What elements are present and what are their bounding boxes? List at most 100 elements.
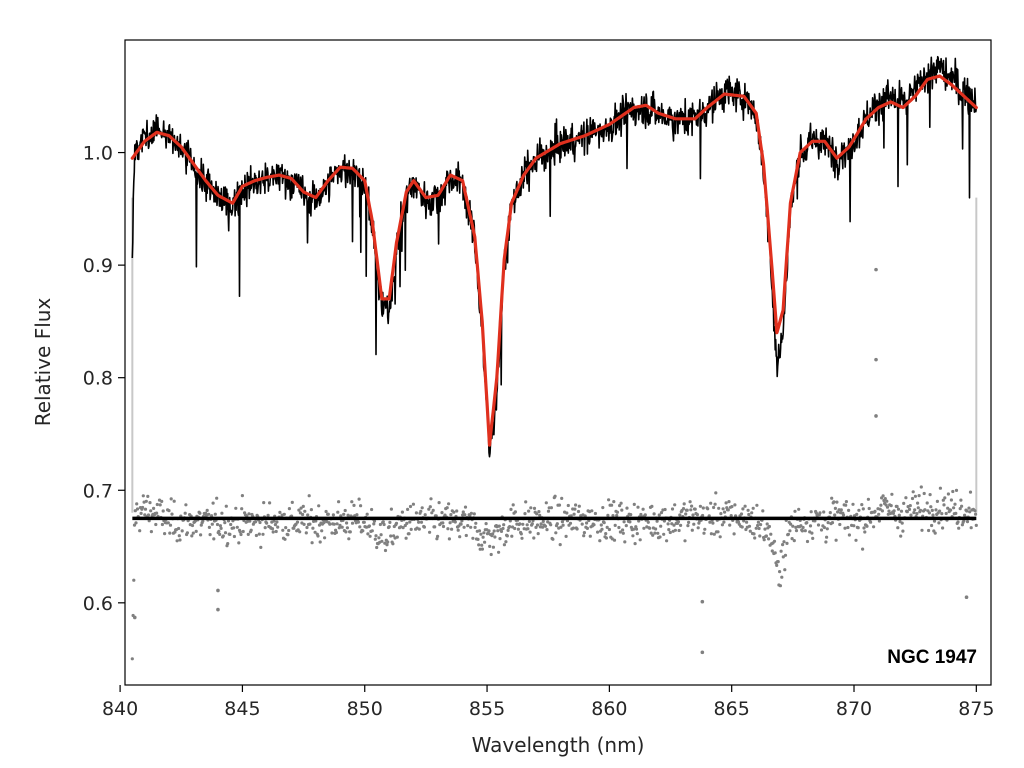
- residual-point: [476, 537, 480, 542]
- residual-point: [496, 529, 500, 533]
- residual-point: [378, 522, 382, 527]
- residual-point: [703, 527, 707, 531]
- residual-point: [549, 523, 553, 527]
- residual-point: [358, 525, 362, 529]
- residual-point: [275, 520, 279, 524]
- residual-point: [520, 536, 524, 540]
- residual-point: [773, 551, 777, 555]
- residual-point: [615, 510, 620, 514]
- residual-point: [370, 529, 374, 533]
- residual-point: [860, 503, 864, 507]
- residual-point: [681, 507, 686, 511]
- residual-point: [555, 522, 559, 526]
- residual-point: [663, 507, 667, 512]
- residual-point: [847, 533, 852, 537]
- y-tick-label: 1.0: [83, 143, 113, 165]
- residual-point: [585, 521, 589, 525]
- residual-point: [942, 503, 946, 507]
- x-tick-label: 860: [591, 698, 627, 720]
- residual-point: [846, 525, 850, 530]
- residual-point: [761, 509, 765, 513]
- residual-point: [880, 509, 885, 513]
- residual-point: [259, 545, 263, 550]
- residual-point: [709, 532, 714, 536]
- residual-point: [228, 532, 232, 537]
- residual-point: [320, 529, 324, 533]
- residual-point: [355, 513, 359, 517]
- residual-point: [619, 501, 623, 505]
- residual-point: [600, 527, 604, 531]
- residual-point: [623, 540, 627, 544]
- residual-point: [297, 508, 301, 512]
- residual-point: [654, 527, 658, 531]
- residual-point: [574, 503, 578, 507]
- residual-point: [935, 499, 940, 503]
- residual-point: [372, 522, 376, 526]
- residual-point: [617, 525, 621, 530]
- residual-point: [462, 525, 466, 529]
- residual-point: [469, 525, 473, 529]
- residual-point: [213, 512, 217, 516]
- residual-point: [234, 506, 238, 510]
- residual-point: [178, 538, 182, 542]
- residual-point: [684, 512, 688, 516]
- residual-point: [957, 526, 961, 530]
- residual-point: [549, 506, 554, 510]
- residual-point: [965, 509, 969, 513]
- residual-point: [863, 530, 867, 534]
- residual-point: [785, 541, 789, 546]
- residual-point: [306, 513, 310, 517]
- residual-point: [265, 521, 269, 525]
- residual-point: [492, 529, 496, 533]
- residual-point: [448, 521, 452, 525]
- residual-point: [927, 511, 932, 515]
- residual-point: [892, 509, 896, 513]
- residual-point: [610, 503, 614, 507]
- residual-point: [191, 531, 195, 535]
- residual-point: [604, 532, 608, 536]
- residual-point: [968, 490, 973, 494]
- residual-point: [869, 520, 873, 524]
- residual-point: [521, 522, 525, 526]
- x-axis-ticks: 840 845 850 855 860 865 870 875: [102, 685, 994, 720]
- residual-point: [463, 513, 467, 517]
- x-tick-label: 855: [469, 698, 505, 720]
- residual-point: [218, 532, 222, 537]
- residual-point: [322, 521, 326, 525]
- residual-point: [620, 508, 624, 512]
- residual-point: [830, 496, 834, 500]
- residual-point: [844, 500, 849, 504]
- residual-point: [621, 531, 625, 535]
- residual-point: [739, 512, 744, 516]
- residual-point: [554, 531, 558, 535]
- residual-point: [756, 520, 761, 524]
- residual-point: [634, 527, 639, 531]
- residual-point: [544, 501, 548, 505]
- residual-point: [135, 507, 140, 511]
- residual-point: [763, 527, 767, 531]
- residual-point: [301, 512, 305, 517]
- residual-point: [287, 528, 291, 533]
- residual-point: [792, 539, 796, 543]
- residual-point: [913, 508, 917, 512]
- residual-point: [411, 502, 415, 506]
- residual-point: [132, 578, 136, 582]
- residual-point: [687, 520, 691, 525]
- residual-point: [690, 528, 694, 532]
- residual-point: [564, 534, 568, 539]
- residual-point: [828, 510, 832, 515]
- residual-point: [833, 506, 838, 510]
- residual-point: [862, 526, 866, 530]
- residual-point: [701, 513, 705, 518]
- residual-point: [278, 510, 282, 514]
- residual-point: [152, 506, 156, 510]
- residual-point: [365, 512, 369, 516]
- residual-point: [146, 494, 150, 498]
- residual-point: [582, 531, 587, 535]
- residual-point: [302, 522, 306, 527]
- residual-point: [693, 507, 697, 511]
- residual-point: [238, 530, 242, 534]
- residual-point: [928, 493, 932, 497]
- residual-point: [224, 504, 228, 508]
- residual-point: [367, 524, 371, 528]
